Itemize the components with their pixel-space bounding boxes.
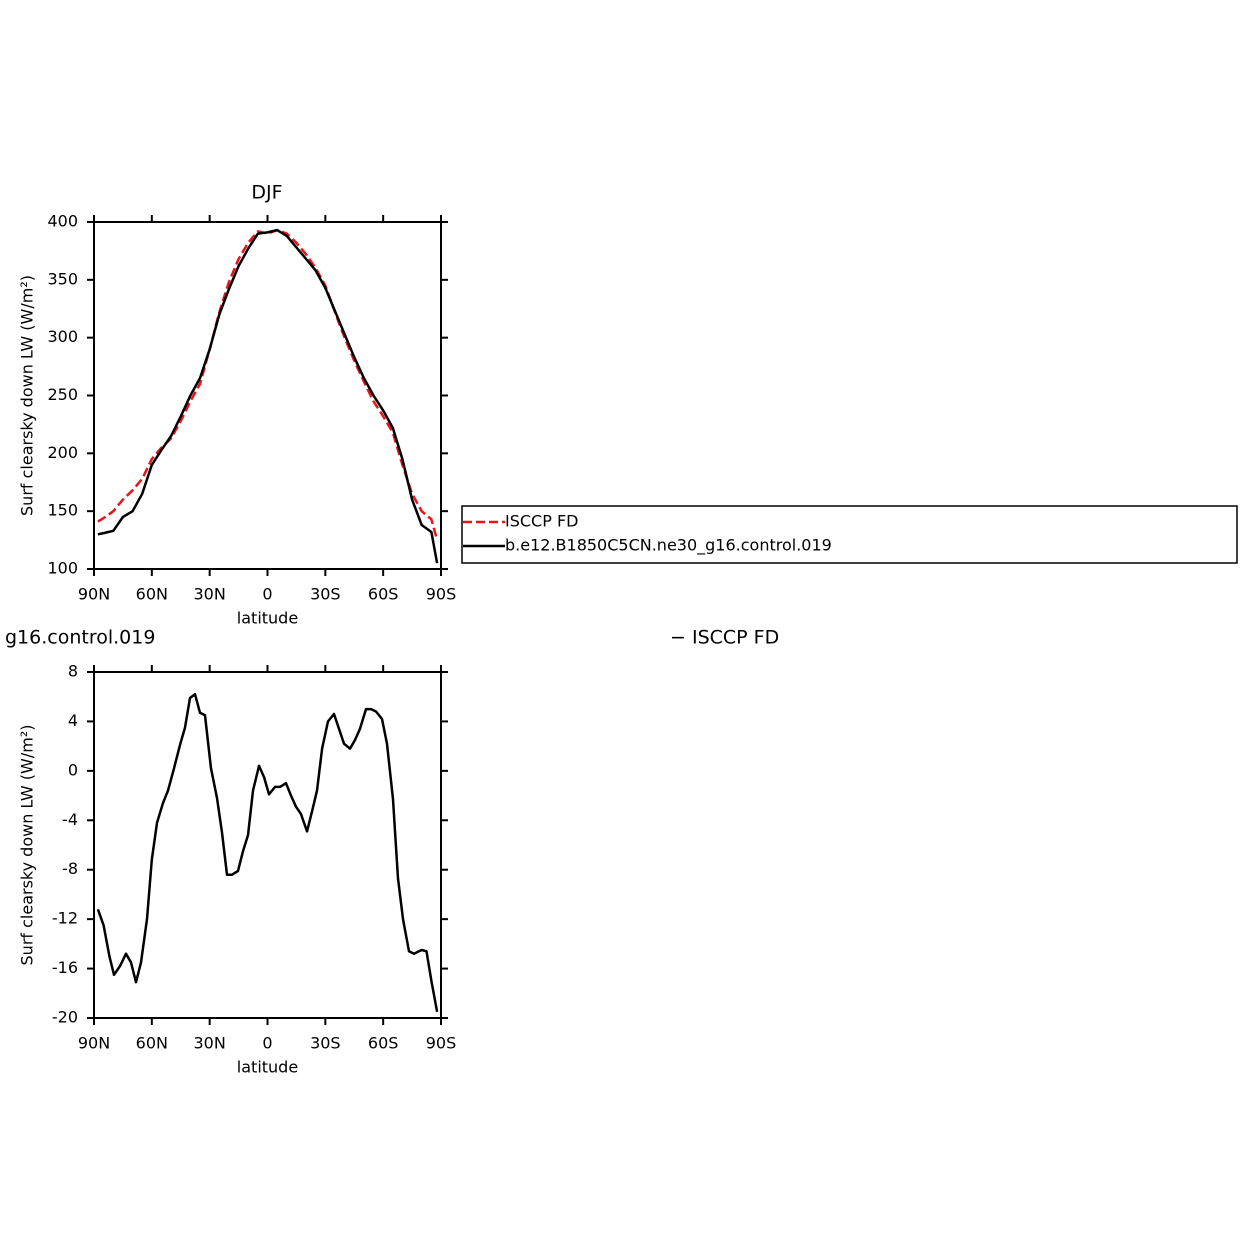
plot-frame xyxy=(93,221,442,570)
chart-title: g16.control.019 xyxy=(5,627,155,649)
y-tick-label: 200 xyxy=(47,443,78,462)
x-tick-label: 90S xyxy=(426,1034,457,1053)
y-axis-label: Surf clearsky down LW (W/m²) xyxy=(18,275,37,516)
data-line xyxy=(97,228,439,564)
legend-label: b.e12.B1850C5CN.ne30_g16.control.019 xyxy=(505,536,832,556)
x-axis-label: latitude xyxy=(237,609,298,628)
x-tick-label: 90N xyxy=(78,1034,110,1053)
y-axis-label: Surf clearsky down LW (W/m²) xyxy=(18,725,37,966)
legend-box xyxy=(461,505,1238,564)
y-tick-label: 350 xyxy=(47,269,78,288)
y-tick-label: 300 xyxy=(47,327,78,346)
y-tick-label: 250 xyxy=(47,385,78,404)
y-tick-label: 4 xyxy=(68,711,78,730)
x-tick-label: 60S xyxy=(368,585,399,604)
x-tick-label: 90S xyxy=(426,585,457,604)
data-line xyxy=(96,692,439,1013)
x-tick-label: 90N xyxy=(78,585,110,604)
x-tick-label: 0 xyxy=(262,585,272,604)
x-tick-label: 30S xyxy=(310,1034,341,1053)
x-tick-label: 30S xyxy=(310,585,341,604)
y-tick-label: -12 xyxy=(52,909,78,928)
x-tick-label: 60S xyxy=(368,1034,399,1053)
chart-title: DJF xyxy=(251,182,282,204)
x-tick-label: 0 xyxy=(262,1034,272,1053)
legend-label: ISCCP FD xyxy=(505,512,578,531)
y-tick-label: -4 xyxy=(62,810,78,829)
y-tick-label: 400 xyxy=(47,212,78,231)
chart-title: − ISCCP FD xyxy=(670,627,779,649)
y-tick-label: 100 xyxy=(47,559,78,578)
y-tick-label: -8 xyxy=(62,859,78,878)
x-tick-label: 60N xyxy=(136,585,168,604)
x-axis-label: latitude xyxy=(237,1058,298,1077)
y-tick-label: 8 xyxy=(68,662,78,681)
x-tick-label: 60N xyxy=(136,1034,168,1053)
y-tick-label: 150 xyxy=(47,501,78,520)
x-tick-label: 30N xyxy=(194,1034,226,1053)
y-tick-label: -20 xyxy=(52,1008,78,1027)
x-tick-label: 30N xyxy=(194,585,226,604)
plot-frame xyxy=(93,671,442,1019)
y-tick-label: 0 xyxy=(68,760,78,779)
y-tick-label: -16 xyxy=(52,958,78,977)
data-line xyxy=(97,228,439,541)
